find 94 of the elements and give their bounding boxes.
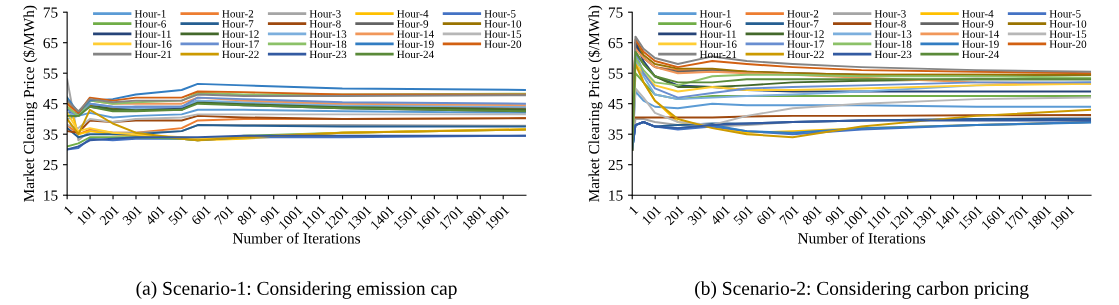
legend-label: Hour-8 — [874, 20, 906, 28]
y-tick-label: 65 — [608, 37, 623, 49]
legend-label: Hour-7 — [787, 20, 819, 28]
y-tick-label: 25 — [43, 159, 58, 171]
legend-label: Hour-9 — [397, 20, 429, 28]
legend-label: Hour-22 — [787, 50, 824, 59]
x-tick-label: 701 — [779, 205, 800, 226]
legend-label: Hour-4 — [962, 10, 994, 18]
y-tick-label: 55 — [43, 68, 58, 79]
legend-label: Hour-16 — [699, 40, 737, 48]
x-tick-label: 1301 — [912, 205, 937, 230]
legend-label: Hour-1 — [134, 10, 166, 18]
x-tick-label: 1201 — [324, 205, 349, 230]
legend-label: Hour-11 — [134, 30, 171, 38]
x-tick-label: 901 — [824, 205, 846, 226]
x-tick-label: 1401 — [935, 205, 960, 230]
legend-label: Hour-6 — [134, 20, 166, 28]
legend-label: Hour-17 — [222, 40, 259, 48]
y-tick-label: 75 — [608, 7, 623, 18]
y-tick-label: 65 — [43, 37, 58, 49]
x-tick-label: 801 — [801, 205, 823, 226]
legend-label: Hour-24 — [397, 50, 434, 59]
x-tick-label: 1101 — [301, 205, 326, 230]
x-tick-label: 101 — [76, 205, 97, 226]
x-tick-label: 1301 — [347, 205, 372, 230]
legend-label: Hour-14 — [397, 30, 434, 38]
legend-label: Hour-21 — [699, 50, 737, 59]
y-axis-title: Market Clearing Price ($/MWh) — [588, 5, 603, 202]
x-tick-label: 201 — [664, 205, 685, 226]
legend-label: Hour-20 — [484, 40, 522, 48]
legend-label: Hour-3 — [309, 10, 341, 18]
legend-label: Hour-2 — [222, 10, 254, 18]
x-tick-label: 201 — [99, 205, 120, 226]
text: (b) Scenario-2: Considering carbon pricing — [695, 281, 1029, 299]
y-tick-label: 45 — [608, 98, 623, 110]
text: (a) Scenario-1: Considering emission cap — [136, 281, 457, 299]
x-tick-label: 401 — [144, 205, 166, 226]
x-axis-title: Number of Iterations — [798, 232, 926, 244]
x-tick-label: 501 — [168, 205, 189, 226]
legend-label: Hour-23 — [874, 50, 912, 59]
y-tick-label: 35 — [608, 129, 623, 140]
x-tick-label: 301 — [122, 205, 143, 226]
legend-label: Hour-12 — [222, 30, 259, 38]
x-tick-label: 1 — [63, 205, 74, 216]
legend-label: Hour-12 — [787, 30, 824, 38]
legend-label: Hour-24 — [962, 50, 1000, 59]
legend-label: Hour-5 — [1049, 10, 1081, 18]
x-tick-label: 601 — [755, 205, 777, 226]
legend-label: Hour-23 — [309, 50, 347, 59]
legend-label: Hour-10 — [484, 20, 522, 28]
legend-label: Hour-17 — [787, 40, 825, 48]
y-axis-title: Market Clearing Price ($/MWh) — [22, 5, 38, 202]
legend-label: Hour-8 — [309, 20, 341, 28]
legend-label: Hour-6 — [699, 20, 732, 28]
legend-label: Hour-19 — [397, 40, 434, 48]
x-tick-label: 801 — [236, 205, 258, 226]
legend-label: Hour-20 — [1049, 40, 1087, 48]
legend-label: Hour-19 — [962, 40, 999, 48]
legend-label: Hour-16 — [134, 40, 172, 48]
legend-label: Hour-11 — [699, 30, 736, 38]
x-tick-label: 1501 — [958, 205, 983, 230]
x-tick-label: 701 — [214, 205, 235, 226]
y-tick-label: 55 — [608, 68, 623, 79]
x-tick-label: 901 — [259, 205, 281, 226]
y-tick-label: 25 — [608, 159, 623, 171]
y-tick-label: 35 — [43, 129, 58, 140]
x-tick-label: 601 — [190, 205, 212, 226]
legend-label: Hour-13 — [309, 30, 347, 38]
legend-label: Hour-1 — [699, 10, 731, 18]
legend-label: Hour-15 — [484, 30, 522, 38]
legend-label: Hour-4 — [397, 10, 429, 18]
legend-label: Hour-15 — [1049, 30, 1087, 38]
legend-label: Hour-21 — [134, 50, 172, 59]
x-tick-label: 101 — [641, 205, 662, 226]
legend-label: Hour-9 — [962, 20, 994, 28]
legend-label: Hour-2 — [787, 10, 819, 18]
y-tick-label: 15 — [44, 190, 58, 201]
x-tick-label: 401 — [709, 205, 731, 226]
legend-label: Hour-14 — [962, 30, 1000, 38]
x-axis-title: Number of Iterations — [232, 232, 361, 244]
x-tick-label: 501 — [733, 205, 754, 226]
legend-label: Hour-3 — [874, 10, 906, 18]
legend-label: Hour-5 — [484, 10, 516, 18]
y-tick-label: 45 — [43, 98, 58, 110]
legend-label: Hour-7 — [222, 20, 254, 28]
legend-label: Hour-13 — [874, 30, 912, 38]
legend-label: Hour-18 — [874, 40, 912, 48]
legend-label: Hour-18 — [309, 40, 347, 48]
x-tick-label: 301 — [687, 205, 708, 226]
x-tick-label: 1 — [628, 205, 639, 216]
y-tick-label: 15 — [609, 190, 623, 201]
y-tick-label: 75 — [43, 7, 58, 18]
legend-label: Hour-22 — [222, 50, 259, 59]
legend-label: Hour-10 — [1049, 20, 1087, 28]
